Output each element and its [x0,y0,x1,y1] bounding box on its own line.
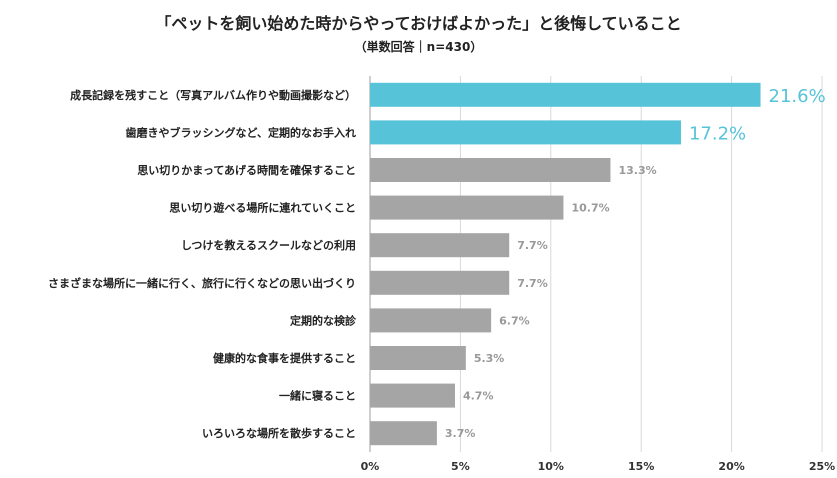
category-label: しつけを教えるスクールなどの利用 [181,238,356,252]
x-tick-label: 5% [451,460,470,473]
data-label: 7.7% [517,277,548,290]
bar [370,158,611,182]
bar [370,421,437,446]
data-label: 5.3% [474,352,505,365]
chart-subtitle: （単数回答｜n=430） [354,40,483,54]
x-tick-label: 15% [628,460,654,473]
bar [370,346,466,370]
data-label: 7.7% [517,239,548,252]
data-label: 21.6% [769,86,826,107]
x-tick-label: 10% [538,460,564,473]
bar [370,120,681,145]
data-label: 6.7% [499,314,530,327]
category-label: 思い切りかまってあげる時間を確保すること [137,163,356,177]
bar [370,233,510,258]
x-tick-label: 0% [361,460,380,473]
x-tick-label: 25% [809,460,835,473]
data-label: 17.2% [689,123,746,144]
bar [370,195,564,220]
category-label: さまざまな場所に一緒に行く、旅行に行くなどの思い出づくり [48,276,356,290]
category-label: 歯磨きやブラッシングなど、定期的なお手入れ [126,125,356,139]
category-label: 思い切り遊べる場所に連れていくこと [169,201,356,215]
category-label: 健康的な食事を提供すること [213,351,356,365]
data-label: 3.7% [445,427,476,440]
bar [370,308,492,333]
data-label: 10.7% [571,202,609,215]
category-label: 成長記録を残すこと（写真アルバム作りや動画撮影など） [70,88,356,102]
x-tick-label: 20% [718,460,744,473]
category-label: 定期的な検診 [290,313,357,327]
data-label: 4.7% [463,390,494,403]
bar [370,270,510,295]
category-label: 一緒に寝ること [279,389,356,403]
category-label: いろいろな場所を散歩すること [202,426,356,440]
bar [370,82,761,107]
bar [370,383,455,408]
data-label: 13.3% [618,164,656,177]
chart-title: 「ペットを飼い始めた時からやっておけばよかった」と後悔していること [155,14,682,33]
